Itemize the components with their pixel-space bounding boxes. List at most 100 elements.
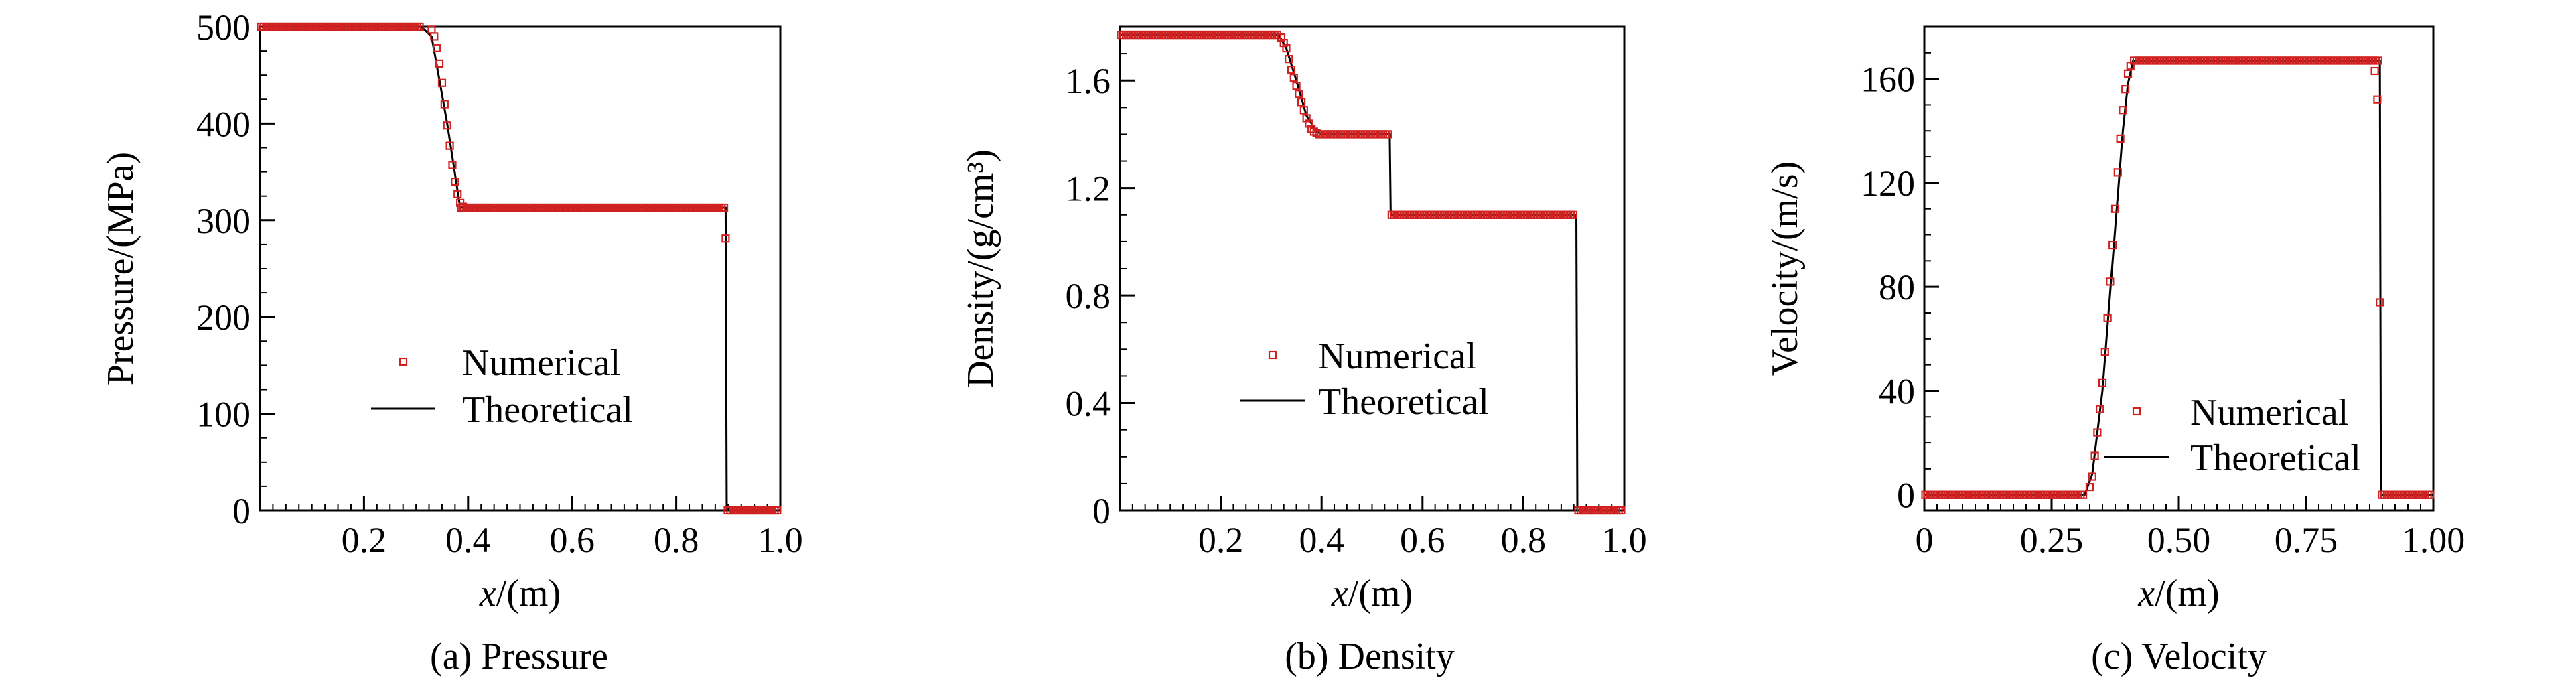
numerical-point [458,202,468,211]
chart-c: 0 0.25 0.50 0.75 1.00 0 40 80 120 160 Velocity/(m/… [1764,25,2465,677]
y-tick-label: 1.2 [1066,169,1111,209]
y-axis-label: Pressure/(MPa) [100,152,141,385]
numerical-point [1312,129,1321,137]
numerical-point [2121,85,2130,94]
y-tick-label: 80 [1879,267,1915,307]
numerical-point [2108,240,2117,250]
numerical-point [2098,378,2107,387]
y-tick-label: 500 [196,7,251,48]
numerical-point [430,32,439,41]
numerical-point [719,203,729,212]
y-axis-label: Velocity/(m/s) [1764,161,1806,376]
x-axis-variable: x [1331,573,1348,614]
numerical-point [1305,119,1313,128]
panel-caption: (c) Velocity [2091,636,2267,677]
numerical-point [1289,74,1298,82]
x-axis-label: x/(m) [479,573,561,614]
numerical-point [1384,130,1392,139]
x-axis-unit: /(m) [496,573,561,614]
y-tick-label: 160 [1861,60,1915,100]
numerical-point [1287,66,1296,74]
numerical-point [1617,506,1626,515]
legend-numerical-label: Numerical [462,342,620,384]
numerical-point [448,161,457,169]
numerical-point [2376,298,2384,307]
numerical-point [2373,95,2382,104]
numerical-point [453,190,462,198]
chart-b: 0.2 0.4 0.6 0.8 1.0 0 0.4 0.8 1.2 1.6 Density/(g/c… [960,25,1647,677]
numerical-point [437,78,447,87]
x-tick-label: 0.4 [1299,520,1344,560]
x-tick-label: 0.8 [654,520,699,560]
x-axis-label: x/(m) [2137,573,2219,614]
numerical-point [1295,90,1303,98]
numerical-point [2085,482,2094,492]
numerical-point [440,100,449,109]
y-tick-label: 0.4 [1066,384,1111,424]
numerical-point [1292,82,1301,90]
y-tick-label: 100 [196,395,251,435]
numerical-point [773,506,782,515]
numerical-point [2110,204,2120,213]
numerical-point [443,121,451,130]
numerical-point [451,177,459,186]
numerical-point [435,59,444,68]
x-tick-label: 1.0 [1601,520,1647,560]
x-tick-label: 0.6 [1400,520,1445,560]
numerical-point [1279,38,1288,48]
numerical-point [1277,33,1286,42]
x-tick-label: 0.6 [549,520,595,560]
y-tick-label: 0 [232,491,251,531]
numerical-point [2096,405,2104,413]
numerical-point [1315,130,1323,139]
y-tick-label: 0.8 [1066,276,1111,316]
x-tick-label: 0.4 [445,520,491,560]
x-axis-unit: /(m) [2155,573,2219,614]
x-tick-label: 0.8 [1501,520,1547,560]
x-tick-label: 0 [1916,520,1934,560]
y-axis-label: Density/(g/cm³) [960,149,1001,388]
y-tick-label: 0 [1092,491,1111,531]
y-tick-label: 200 [196,297,251,338]
numerical-point [2123,69,2133,78]
numerical-point [2116,134,2125,143]
legend-numerical-label: Numerical [1318,336,1476,377]
legend-numerical-label: Numerical [2190,392,2348,433]
x-axis-variable: x [2137,573,2155,614]
legend-theoretical-label: Theoretical [2190,437,2361,479]
theoretical-line [1924,60,2433,496]
y-tick-label: 400 [196,104,251,144]
y-tick-label: 1.6 [1066,61,1111,101]
x-tick-label: 0.50 [2147,520,2211,560]
numerical-point [2090,451,2099,460]
numerical-point [1297,98,1306,107]
x-tick-label: 0.75 [2275,520,2338,560]
numerical-point [2370,66,2379,76]
numerical-point [2103,314,2112,322]
numerical-point [2374,56,2383,65]
numerical-point [2093,428,2102,437]
numerical-point [721,234,730,243]
x-axis-unit: /(m) [1348,573,1413,614]
numerical-point [2426,490,2435,499]
y-tick-label: 40 [1879,371,1915,411]
legend-theoretical-label: Theoretical [1318,381,1489,423]
legend-numerical-marker [1268,350,1277,360]
legend-numerical-marker [399,357,408,366]
x-tick-label: 0.25 [2020,520,2084,560]
x-tick-label: 0.2 [342,520,387,560]
numerical-point [1569,210,1578,219]
numerical-point [433,44,441,52]
x-axis-variable: x [479,573,496,614]
numerical-point [1282,44,1291,53]
numerical-point [2079,490,2088,499]
numerical-point [2119,106,2127,115]
x-tick-label: 1.0 [758,520,803,560]
x-tick-label: 1.00 [2402,520,2465,560]
numerical-point [1285,55,1293,64]
chart-a: 0.2 0.4 0.6 0.8 1.0 0 100 200 300 400 500 Pressure/… [100,7,803,677]
